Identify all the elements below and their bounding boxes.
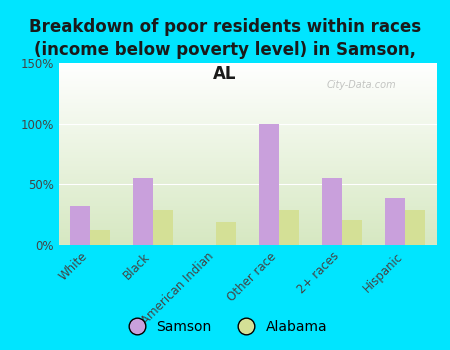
- Bar: [279, 210, 299, 245]
- Bar: [322, 178, 342, 245]
- Text: Breakdown of poor residents within races
(income below poverty level) in Samson,: Breakdown of poor residents within races…: [29, 18, 421, 83]
- Bar: [133, 178, 153, 245]
- Bar: [405, 210, 425, 245]
- Bar: [216, 222, 236, 245]
- Bar: [70, 206, 90, 245]
- Bar: [153, 210, 173, 245]
- Bar: [342, 219, 362, 245]
- Legend: Samson, Alabama: Samson, Alabama: [117, 314, 333, 340]
- Bar: [259, 124, 279, 245]
- Text: City-Data.com: City-Data.com: [327, 80, 396, 90]
- Bar: [90, 230, 110, 245]
- Bar: [385, 198, 405, 245]
